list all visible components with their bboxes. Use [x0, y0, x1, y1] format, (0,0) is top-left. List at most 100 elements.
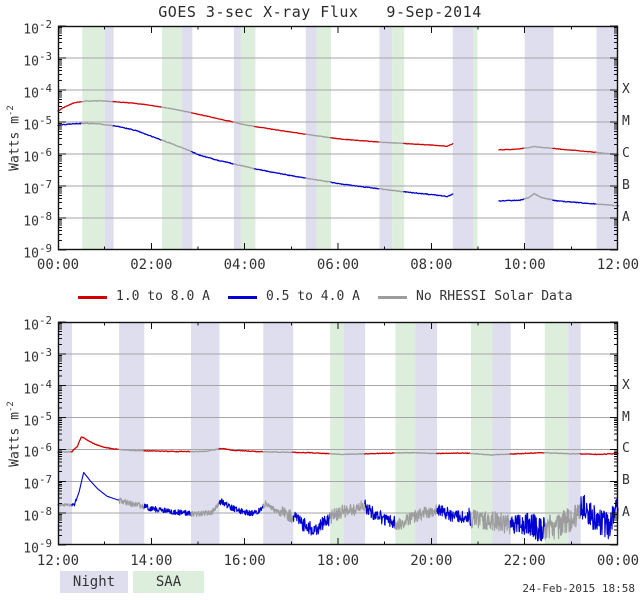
y-tick-label: 10-8: [23, 505, 52, 525]
chart-title: GOES 3-sec X-ray Flux 9-Sep-2014: [0, 3, 640, 21]
no-rhessi-segment-short: [378, 187, 405, 193]
night-band: [181, 26, 193, 250]
no-rhessi-segment-short: [305, 177, 332, 183]
no-rhessi-segment-short: [160, 139, 193, 153]
flux-curve-short: [254, 168, 307, 179]
night-band: [492, 322, 511, 545]
goes-class-letter-b: B: [622, 178, 630, 193]
night-band: [343, 322, 366, 545]
x-tick-label: 16:00: [223, 553, 266, 569]
flux-curve-short: [143, 503, 192, 517]
flux-curve-short: [292, 511, 331, 536]
y-tick-label: 10-7: [23, 178, 52, 198]
y-tick-label: 10-6: [23, 441, 52, 461]
night-band: [524, 26, 554, 250]
no-rhessi-segment-short: [58, 502, 73, 507]
no-rhessi-segment-short: [190, 501, 220, 518]
saa-band: [82, 26, 105, 250]
saa-band: [316, 26, 331, 250]
flux-curve-short: [498, 198, 525, 202]
flux-curve-long: [291, 451, 331, 455]
no-rhessi-segment-long: [378, 141, 405, 145]
flux-curve-long: [112, 100, 163, 109]
y-tick-label: 10-9: [23, 242, 52, 262]
night-band: [305, 26, 317, 250]
night-band: [104, 26, 114, 250]
night-band: [379, 26, 393, 250]
no-rhessi-segment-short: [543, 504, 582, 541]
night-band: [58, 322, 72, 545]
goes-class-letter-a: A: [622, 210, 630, 225]
saa-band: [471, 322, 493, 545]
no-rhessi-segment-long: [189, 448, 220, 453]
night-band: [568, 322, 581, 545]
saa-band: [162, 26, 182, 250]
night-band: [119, 322, 145, 545]
no-rhessi-segment-long: [118, 448, 145, 452]
plot-frame: [57, 25, 619, 251]
goes-class-letter-c: C: [622, 146, 630, 161]
no-rhessi-segment-long: [81, 99, 114, 103]
flux-curve-long: [498, 147, 525, 151]
goes-class-letter-m: M: [622, 114, 630, 129]
y-tick-label: 10-5: [23, 114, 52, 134]
saa-band: [330, 322, 344, 545]
y-tick-label: 10-3: [23, 50, 52, 70]
night-band: [191, 322, 220, 545]
x-tick-label: 18:00: [316, 553, 360, 569]
x-tick-label: 06:00: [316, 257, 360, 273]
no-rhessi-segment-long: [160, 106, 193, 114]
no-rhessi-segment-short: [262, 500, 294, 524]
flux-curve-short: [436, 504, 472, 527]
goes-class-letter-b: B: [622, 473, 630, 489]
no-rhessi-segment-short: [394, 504, 438, 531]
no-rhessi-segment-long: [394, 451, 438, 455]
flux-curve-long: [403, 142, 454, 147]
goes-class-letter-x: X: [622, 82, 630, 97]
no-rhessi-segment-short: [595, 203, 618, 207]
flux-curve-long: [254, 125, 307, 135]
flux-curve-long: [509, 451, 546, 455]
saa-band: [240, 26, 256, 250]
chart-title-date: 9-Sep-2014: [386, 3, 482, 21]
y-tick-label: 10-2: [23, 314, 52, 334]
x-tick-label: 22:00: [503, 553, 546, 569]
x-tick-label: 00:00: [36, 257, 80, 273]
x-tick-label: 04:00: [223, 257, 266, 273]
no-rhessi-segment-short: [233, 163, 256, 170]
flux-curve-short: [191, 150, 235, 165]
flux-curve-long: [191, 112, 235, 123]
x-tick-label: 14:00: [130, 553, 173, 569]
flux-curve-long: [552, 147, 597, 153]
night-legend-swatch: Night: [60, 571, 128, 593]
saa-band: [544, 322, 568, 545]
y-tick-label: 10-2: [23, 18, 52, 38]
x-tick-label: 12:00: [596, 257, 640, 273]
flux-curve-short: [509, 512, 545, 542]
x-tick-label: 02:00: [130, 257, 173, 273]
no-rhessi-legend-label: No RHESSI Solar Data: [416, 289, 573, 304]
no-rhessi-segment-long: [328, 452, 366, 456]
night-band: [415, 322, 437, 545]
decade-gridlines: [58, 57, 618, 219]
x-tick-label: 08:00: [410, 257, 453, 273]
flux-curve-long: [218, 447, 264, 453]
y-tick-label: 10-4: [23, 377, 52, 398]
no-rhessi-segment-short: [470, 509, 512, 535]
flux-curve-short: [403, 190, 454, 198]
flux-curve-long: [330, 137, 380, 143]
bottom-plot-area: [57, 321, 619, 546]
night-legend-label: Night: [72, 574, 116, 590]
flux-curve-long: [57, 101, 83, 112]
flux-curve-long: [70, 436, 120, 453]
long-channel-legend-line: [78, 296, 107, 299]
no-rhessi-segment-long: [469, 452, 511, 456]
flux-curve-short: [112, 124, 163, 141]
night-band: [596, 26, 618, 250]
goes-class-letter-x: X: [622, 377, 630, 393]
x-tick-label: 10:00: [503, 257, 546, 273]
flux-curve-long: [143, 449, 191, 453]
y-tick-label: 10-5: [23, 409, 52, 429]
